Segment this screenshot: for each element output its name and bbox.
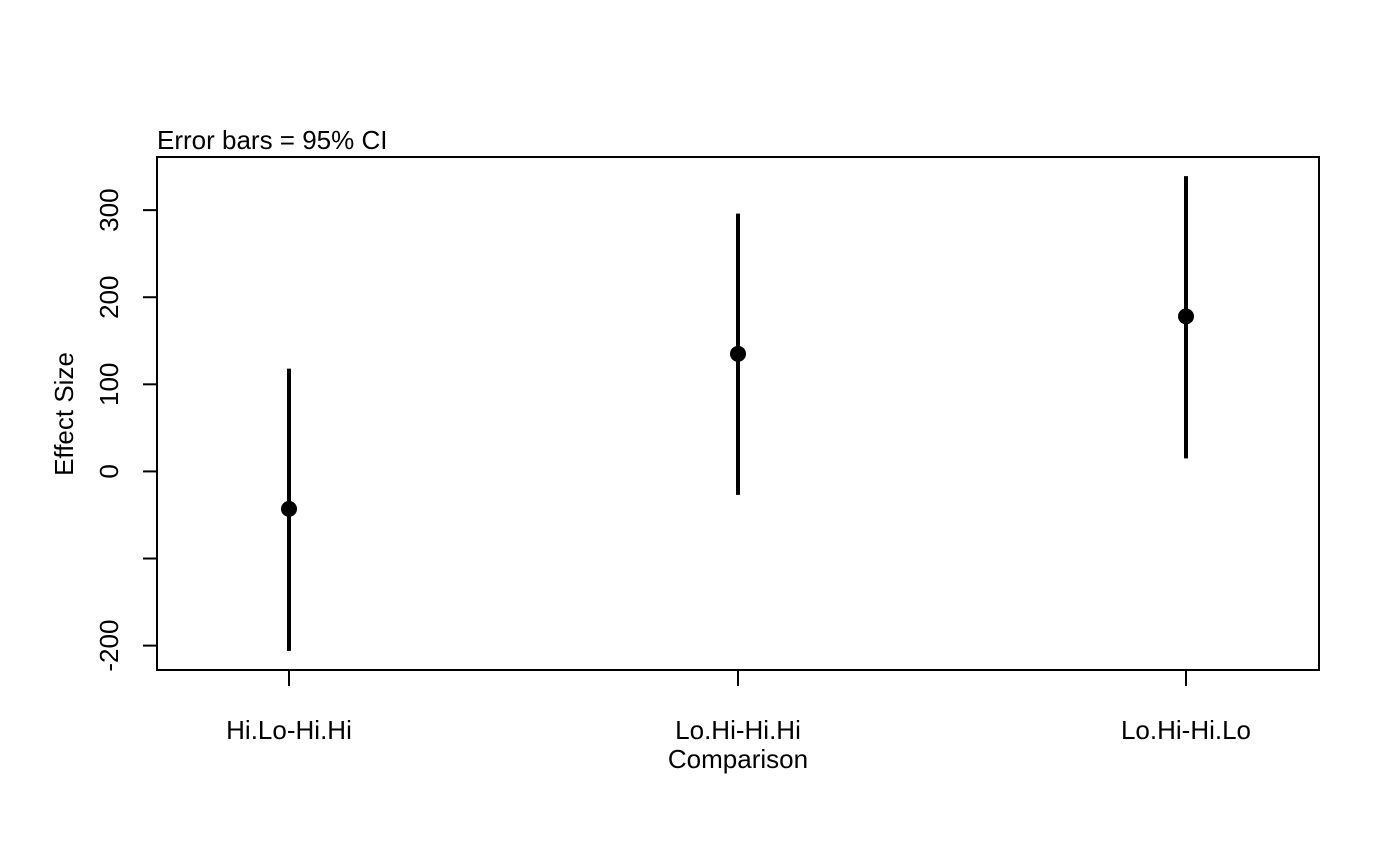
y-tick-label: -200 (94, 620, 124, 672)
y-axis: -200 0 100 200 300 (94, 188, 157, 672)
data-point (281, 500, 297, 517)
y-tick-label: 300 (94, 188, 124, 231)
data-point (730, 345, 746, 362)
y-tick-label: 0 (94, 464, 124, 478)
y-tick-label: 200 (94, 276, 124, 319)
x-axis: Hi.Lo-Hi.Hi Lo.Hi-Hi.Hi Lo.Hi-Hi.Lo (226, 670, 1251, 745)
data-marks (281, 176, 1194, 651)
x-axis-label: Comparison (668, 744, 808, 774)
y-tick-label: 100 (94, 363, 124, 406)
data-point (1178, 308, 1194, 325)
chart-subtitle: Error bars = 95% CI (157, 125, 387, 155)
x-tick-label: Lo.Hi-Hi.Lo (1121, 715, 1251, 745)
y-axis-label: Effect Size (49, 352, 79, 476)
x-tick-label: Lo.Hi-Hi.Hi (675, 715, 801, 745)
x-tick-label: Hi.Lo-Hi.Hi (226, 715, 352, 745)
